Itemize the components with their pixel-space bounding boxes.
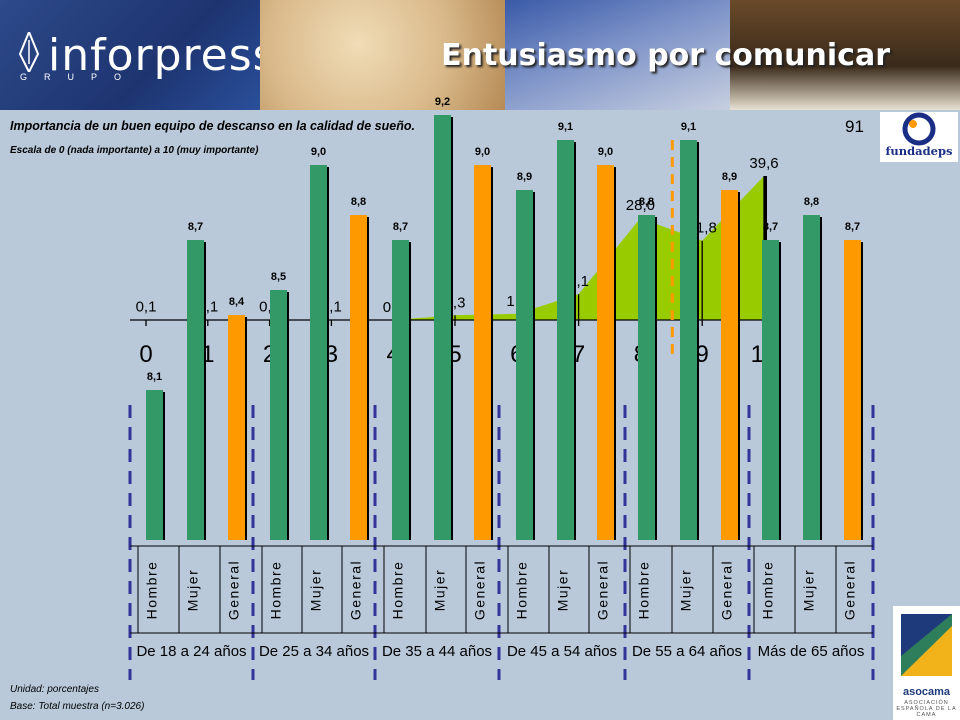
bar-2-general: [474, 165, 491, 540]
category-label: General: [348, 560, 364, 620]
pen-nib-icon: [18, 32, 40, 72]
category-label: Mujer: [678, 569, 694, 612]
category-label: General: [472, 560, 488, 620]
bar-label: 9,0: [475, 146, 490, 158]
category-label: Mujer: [308, 569, 324, 612]
page-title: Entusiasmo por comunicar: [441, 38, 890, 73]
category-label: Hombre: [144, 561, 160, 620]
category-label: Hombre: [268, 561, 284, 620]
bar-1-hombre: [270, 290, 287, 540]
bar-label: 9,1: [681, 121, 696, 133]
category-label: General: [719, 560, 735, 620]
bar-label: 8,7: [393, 221, 408, 233]
data-label-8: 28,0: [626, 197, 655, 214]
asocama-logo: asocama ASOCIACIÓN ESPAÑOLA DE LA CAMA: [893, 606, 960, 720]
page-number: 91: [845, 117, 864, 136]
bar-label: 8,8: [804, 196, 819, 208]
category-label: Hombre: [390, 561, 406, 620]
bar-label: 9,0: [311, 146, 326, 158]
banner-photo-sprout: [730, 0, 960, 110]
category-label: General: [595, 560, 611, 620]
category-label: General: [226, 560, 242, 620]
data-label-10: 39,6: [749, 155, 778, 172]
asocama-name: asocama: [902, 686, 951, 698]
bar-0-hombre: [146, 390, 163, 540]
bar-5-general: [844, 240, 861, 540]
banner-photo-seed: [260, 0, 505, 110]
group-label: De 55 a 64 años: [632, 643, 742, 660]
bar-label: 8,7: [763, 221, 778, 233]
bar-label: 9,1: [558, 121, 573, 133]
bar-5-hombre: [762, 240, 779, 540]
bar-label: 8,8: [351, 196, 366, 208]
category-label: Hombre: [636, 561, 652, 620]
bar-4-hombre: [638, 215, 655, 540]
bar-5-mujer: [803, 215, 820, 540]
footnote-base: Base: Total muestra (n=3.026): [10, 701, 145, 712]
category-label: Mujer: [185, 569, 201, 612]
bar-label: 8,1: [147, 371, 162, 383]
asocama-subtitle: ASOCIACIÓN ESPAÑOLA DE LA CAMA: [896, 700, 957, 718]
category-label: Hombre: [514, 561, 530, 620]
category-label: Mujer: [555, 569, 571, 612]
category-label: Mujer: [801, 569, 817, 612]
group-label: De 18 a 24 años: [136, 643, 246, 660]
banner-panel-logo: inforpress GRUPO: [0, 0, 276, 110]
footnote-unit: Unidad: porcentajes: [10, 684, 99, 695]
category-label: Hombre: [760, 561, 776, 620]
bar-label: 9,0: [598, 146, 613, 158]
header-banner: inforpress GRUPO Entusiasmo por comunica…: [0, 0, 960, 110]
tick-label-0: 0: [139, 341, 152, 368]
bar-0-general: [228, 315, 245, 540]
bar-label: 8,4: [229, 296, 245, 308]
fundadeps-emblem-icon: [902, 112, 936, 146]
bar-label: 8,5: [271, 271, 286, 283]
banner-photo-plant: [505, 0, 730, 110]
bar-label: 9,2: [435, 96, 450, 108]
fundadeps-logo: fundadeps: [880, 112, 958, 162]
bar-label: 8,9: [722, 171, 737, 183]
bar-label: 8,7: [188, 221, 203, 233]
bar-4-mujer: [680, 140, 697, 540]
category-label: Mujer: [432, 569, 448, 612]
bar-label: 8,7: [845, 221, 860, 233]
question-text: Importancia de un buen equipo de descans…: [10, 119, 415, 133]
bar-label: 8,8: [639, 196, 654, 208]
brand-logo-sub: GRUPO: [20, 72, 139, 82]
bar-1-general: [350, 215, 367, 540]
bar-0-mujer: [187, 240, 204, 540]
group-label: De 45 a 54 años: [507, 643, 617, 660]
brand-logo: inforpress: [48, 30, 277, 81]
group-label: De 35 a 44 años: [382, 643, 492, 660]
bar-1-mujer: [310, 165, 327, 540]
category-label: General: [842, 560, 858, 620]
bar-3-mujer: [557, 140, 574, 540]
bar-2-hombre: [392, 240, 409, 540]
bar-2-mujer: [434, 115, 451, 540]
group-label: De 25 a 34 años: [259, 643, 369, 660]
bar-4-general: [721, 190, 738, 540]
bar-3-general: [597, 165, 614, 540]
bar-label: 8,9: [517, 171, 532, 183]
asocama-emblem-icon: [901, 614, 952, 676]
fundadeps-name: fundadeps: [885, 144, 953, 158]
scale-note: Escala de 0 (nada importante) a 10 (muy …: [10, 145, 259, 156]
bar-3-hombre: [516, 190, 533, 540]
data-label-0: 0,1: [136, 299, 157, 316]
group-label: Más de 65 años: [758, 643, 865, 660]
